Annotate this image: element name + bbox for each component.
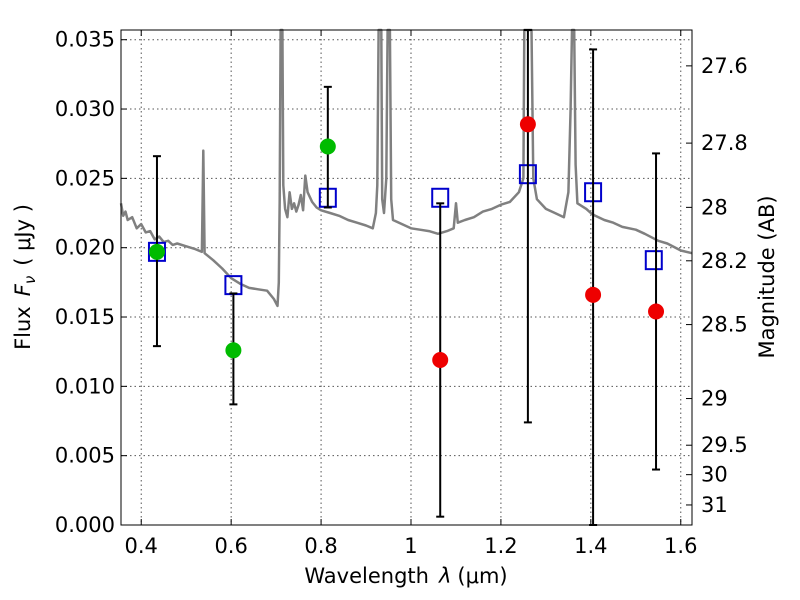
- x-tick-label: 0.8: [304, 534, 337, 558]
- x-tick-label: 1: [404, 534, 417, 558]
- y-tick-label: 0.000: [55, 513, 115, 537]
- magnitude-tick-label: 28.2: [701, 249, 748, 273]
- magnitude-tick-label: 28: [701, 195, 728, 219]
- x-tick-label: 0.4: [125, 534, 158, 558]
- observed-flux-point-red: [432, 352, 449, 368]
- y-tick-label: 0.025: [55, 166, 115, 190]
- magnitude-tick-label: 29: [701, 387, 728, 411]
- grid-lines: [121, 30, 692, 526]
- y-tick-label: 0.035: [55, 28, 115, 52]
- magnitude-axis-label: Magnitude (AB): [755, 195, 779, 358]
- observed-flux-point-green: [148, 243, 165, 260]
- observed-flux-point-red: [519, 116, 536, 133]
- observed-flux-point-red: [585, 286, 602, 303]
- y-tick-label: 0.010: [55, 374, 115, 398]
- spectrum-line: [119, 28, 693, 308]
- magnitude-tick-label: 29.5: [701, 433, 748, 457]
- observed-flux-series: [148, 116, 665, 368]
- observed-flux-point-green: [225, 342, 242, 359]
- magnitude-tick-label: 28.5: [701, 313, 748, 337]
- model-flux-series: [147, 164, 663, 296]
- x-tick-label: 1.2: [484, 534, 517, 558]
- y-tick-label: 0.005: [55, 444, 115, 468]
- y-tick-label: 0.015: [55, 305, 115, 329]
- spectrum-series: [119, 28, 693, 308]
- x-axis-ticks: 0.4 0.6 0.8 1 1.2 1.4 1.6: [125, 30, 697, 558]
- y-tick-label: 0.030: [55, 97, 115, 121]
- magnitude-tick-label: 30: [701, 463, 728, 487]
- plot-frame: [120, 29, 693, 526]
- observed-flux-point-green: [319, 138, 336, 155]
- x-tick-label: 0.6: [214, 534, 247, 558]
- y-axis-ticks: 0.000 0.005 0.010 0.015 0.020 0.025 0.030 0.035: [55, 28, 127, 537]
- x-tick-label: 1.4: [574, 534, 607, 558]
- y-axis-label: FluxFν( μJy ): [11, 204, 39, 350]
- x-axis-label: Wavelength λ (μm): [304, 564, 507, 588]
- y-tick-label: 0.020: [55, 236, 115, 260]
- x-tick-label: 1.6: [664, 534, 697, 558]
- model-flux-point: [644, 250, 663, 271]
- magnitude-axis-ticks: 27.6 27.8 28 28.2 28.5 29 29.5 30 31: [686, 54, 748, 517]
- magnitude-tick-label: 27.8: [701, 131, 748, 155]
- magnitude-tick-label: 27.6: [701, 54, 748, 78]
- magnitude-tick-label: 31: [701, 493, 728, 517]
- observed-flux-point-red: [648, 303, 665, 320]
